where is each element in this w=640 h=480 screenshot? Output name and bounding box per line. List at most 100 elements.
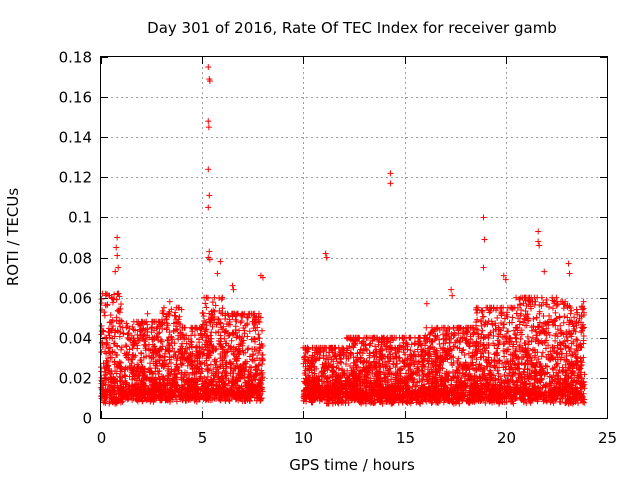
data-point [100, 381, 107, 388]
data-point [129, 323, 136, 330]
data-point [209, 299, 216, 306]
data-point [107, 344, 114, 351]
data-point [127, 337, 134, 344]
data-point [129, 396, 136, 403]
data-point [233, 318, 240, 325]
data-point [104, 301, 111, 308]
data-point [130, 326, 137, 333]
data-point [118, 344, 125, 351]
data-point [109, 348, 116, 355]
data-point [117, 323, 124, 330]
data-point [126, 346, 133, 353]
y-tick-label: 0.16 [59, 89, 92, 107]
y-tick-label: 0.12 [59, 169, 92, 187]
data-point [172, 309, 179, 316]
data-point [216, 295, 223, 302]
data-point [98, 306, 105, 313]
data-point [246, 328, 253, 335]
data-point [151, 335, 158, 342]
data-point [101, 394, 108, 401]
data-point [143, 375, 150, 382]
data-point [530, 315, 537, 322]
data-point [381, 374, 388, 381]
data-point [102, 369, 109, 376]
data-point [108, 371, 115, 378]
data-point [137, 357, 144, 364]
data-point [102, 290, 109, 297]
data-point [219, 305, 226, 312]
x-tick-label: 25 [598, 429, 617, 447]
data-point [118, 368, 125, 375]
data-point [202, 300, 209, 307]
data-point [110, 385, 117, 392]
y-tick-label: 0.04 [59, 330, 92, 348]
data-point [113, 370, 120, 377]
data-point [106, 398, 113, 405]
y-tick-label: 0.08 [59, 250, 92, 268]
data-point [156, 353, 163, 360]
x-tick-label: 15 [396, 429, 415, 447]
data-point [249, 352, 256, 359]
data-point [123, 354, 130, 361]
data-point [105, 325, 112, 332]
data-point [124, 323, 131, 330]
data-point [481, 334, 488, 341]
data-point [110, 374, 117, 381]
data-point [132, 352, 139, 359]
data-point [104, 362, 111, 369]
data-point [101, 388, 108, 395]
data-point [156, 367, 163, 374]
data-point [101, 312, 108, 319]
data-point [108, 354, 115, 361]
data-point [188, 324, 195, 331]
data-point [100, 399, 107, 406]
data-point [203, 304, 210, 311]
axis-ticks: 00.020.040.060.080.10.120.140.160.180 5 10… [59, 49, 617, 448]
data-point [116, 333, 123, 340]
data-point [509, 314, 516, 321]
data-point [154, 358, 161, 365]
data-point [259, 356, 266, 363]
data-point [150, 360, 157, 367]
data-point [107, 312, 114, 319]
data-point [113, 296, 120, 303]
data-point [124, 331, 131, 338]
data-point [227, 321, 234, 328]
data-point [423, 324, 430, 331]
chart-title: Day 301 of 2016, Rate Of TEC Index for r… [147, 19, 557, 37]
data-point [246, 364, 253, 371]
data-point [149, 324, 156, 331]
data-point [126, 373, 133, 380]
data-point [111, 291, 118, 298]
data-point [451, 374, 458, 381]
data-point [139, 327, 146, 334]
data-point [141, 338, 148, 345]
y-tick-label: 0.14 [59, 129, 92, 147]
y-tick-label: 0.06 [59, 290, 92, 308]
data-point [128, 382, 135, 389]
data-point [411, 334, 418, 341]
data-point [101, 365, 108, 372]
data-point [130, 318, 137, 325]
x-tick-label: 20 [497, 429, 516, 447]
data-point [105, 376, 112, 383]
data-point [228, 337, 235, 344]
data-point [111, 377, 118, 384]
data-point [114, 290, 121, 297]
y-tick-label: 0.02 [59, 370, 92, 388]
data-point [98, 377, 105, 384]
data-point [155, 333, 162, 340]
data-point [98, 349, 105, 356]
data-point [118, 317, 125, 324]
y-tick-label: 0.18 [59, 49, 92, 67]
data-point [115, 360, 122, 367]
data-point [218, 296, 225, 303]
data-point [98, 339, 105, 346]
data-point [113, 314, 120, 321]
data-point [126, 336, 133, 343]
data-point [124, 396, 131, 403]
data-point [106, 334, 113, 341]
data-point [107, 379, 114, 386]
data-point [112, 329, 119, 336]
data-point [120, 330, 127, 337]
